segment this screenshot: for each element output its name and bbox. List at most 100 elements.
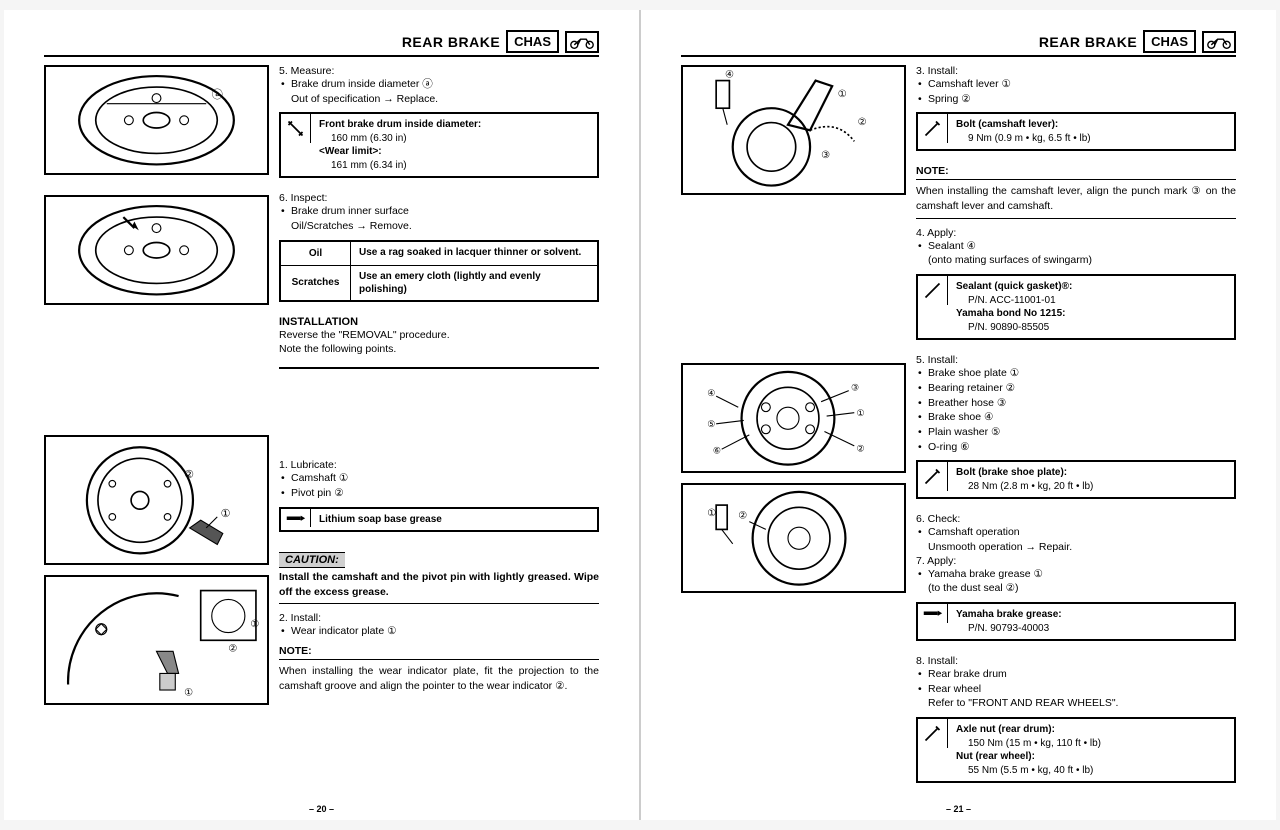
torque-icon [918, 114, 948, 143]
tbl-r1c2: Use a rag soaked in lacquer thinner or s… [351, 242, 597, 265]
svg-text:⑤: ⑤ [707, 419, 715, 429]
spec4-l4: P/N. 90890-85505 [956, 321, 1072, 335]
note-label: NOTE: [279, 645, 312, 657]
svg-text:ⓐ: ⓐ [212, 88, 223, 101]
note3-label: NOTE: [916, 165, 949, 177]
caution-label: CAUTION: [279, 552, 345, 568]
note3-text: When installing the camshaft lever, alig… [916, 184, 1236, 213]
spec5-title: Bolt (brake shoe plate): [956, 466, 1093, 480]
step4-i2: (onto mating surfaces of swingarm) [916, 253, 1236, 268]
svg-text:①: ① [221, 508, 231, 520]
svg-text:①: ① [856, 408, 864, 418]
torque-icon [918, 462, 948, 491]
sealant-icon [918, 276, 948, 305]
page-21: REAR BRAKE CHAS ④①②③ ④⑤⑥③①② ①② 3. Instal… [641, 10, 1276, 820]
figure-dust-seal: ①② [681, 483, 906, 593]
step6r-i2: Unsmooth operation → Repair. [916, 540, 1236, 555]
motorcycle-icon [565, 31, 599, 53]
step8-title: 8. Install: [916, 655, 1236, 667]
step1-i2: Pivot pin ② [279, 486, 599, 501]
spec-bolt-shoe: Bolt (brake shoe plate): 28 Nm (2.8 m • … [916, 460, 1236, 499]
step8-i2: Rear wheel [916, 682, 1236, 697]
page-20: REAR BRAKE CHAS ⓐ ②① ②①① 5. Measure: Bra… [4, 10, 639, 820]
step5-item: Brake drum inside diameter ⓐ [279, 77, 599, 92]
spec-grease: Lithium soap base grease [279, 507, 599, 533]
page-number: – 20 – [309, 804, 334, 814]
step5-action: Out of specification → Replace. [279, 92, 599, 107]
spec7-l2: P/N. 90793-40003 [956, 622, 1062, 636]
svg-text:③: ③ [851, 382, 859, 392]
step2-i1: Wear indicator plate ① [279, 624, 599, 639]
step4-i1: Sealant ④ [916, 239, 1236, 254]
step4-title: 4. Apply: [916, 227, 1236, 239]
motorcycle-icon [1202, 31, 1236, 53]
step7-i2: (to the dust seal ②) [916, 581, 1236, 596]
svg-text:④: ④ [707, 388, 715, 398]
spec1-wear: <Wear limit>: [319, 145, 481, 159]
spec8-l3: Nut (rear wheel): [956, 750, 1101, 764]
step7-i1: Yamaha brake grease ① [916, 567, 1236, 582]
svg-text:②: ② [856, 443, 864, 453]
svg-text:③: ③ [821, 150, 830, 161]
header-badge: CHAS [506, 30, 559, 53]
spec7-l1: Yamaha brake grease: [956, 608, 1062, 622]
spec-axle-nut: Axle nut (rear drum): 150 Nm (15 m • kg,… [916, 717, 1236, 783]
page-spread: REAR BRAKE CHAS ⓐ ②① ②①① 5. Measure: Bra… [4, 10, 1276, 820]
spec-drum-diameter: Front brake drum inside diameter: 160 mm… [279, 112, 599, 178]
step5r-i4: Brake shoe ④ [916, 410, 1236, 425]
step5r-i6: O-ring ⑥ [916, 440, 1236, 455]
install-l1: Reverse the "REMOVAL" procedure. [279, 328, 599, 343]
page-header: REAR BRAKE CHAS [681, 30, 1236, 57]
svg-text:②: ② [228, 643, 237, 654]
step5-title: 5. Measure: [279, 65, 599, 77]
spec5-val: 28 Nm (2.8 m • kg, 20 ft • lb) [956, 480, 1093, 494]
spec4-l2: P/N. ACC-11001-01 [956, 294, 1072, 308]
svg-text:②: ② [184, 469, 194, 481]
step1-i1: Camshaft ① [279, 471, 599, 486]
figure-wear-indicator: ② ① ① [44, 575, 269, 705]
step6r-title: 6. Check: [916, 513, 1236, 525]
header-title: REAR BRAKE [402, 34, 500, 50]
step7-title: 7. Apply: [916, 555, 1236, 567]
svg-text:①: ① [250, 619, 259, 630]
step5r-title: 5. Install: [916, 354, 1236, 366]
tbl-r2c2: Use an emery cloth (lightly and evenly p… [351, 266, 597, 300]
spec4-l3: Yamaha bond No 1215: [956, 307, 1072, 321]
surface-table: Oil Use a rag soaked in lacquer thinner … [279, 240, 599, 302]
note-text: When installing the wear indicator plate… [279, 664, 599, 693]
spec-brake-grease: Yamaha brake grease: P/N. 90793-40003 [916, 602, 1236, 641]
figure-camshaft-lever: ④①②③ [681, 65, 906, 195]
step3-i2: Spring ② [916, 92, 1236, 107]
svg-text:②: ② [738, 510, 747, 521]
grease-icon [918, 604, 948, 623]
svg-text:①: ① [184, 687, 193, 698]
spec8-l2: 150 Nm (15 m • kg, 110 ft • lb) [956, 737, 1101, 751]
step6-action: Oil/Scratches → Remove. [279, 219, 599, 234]
step8-i1: Rear brake drum [916, 667, 1236, 682]
text-column: 3. Install: Camshaft lever ① Spring ② Bo… [916, 65, 1236, 797]
figure-brake-shoe-plate: ④ ⑤ ⑥ ③ ① ② [681, 363, 906, 473]
caliper-icon [281, 114, 311, 143]
step5r-i3: Breather hose ③ [916, 396, 1236, 411]
step3-i1: Camshaft lever ① [916, 77, 1236, 92]
svg-text:①: ① [838, 89, 847, 100]
figure-column: ⓐ ②① ②①① [44, 65, 269, 715]
step3-title: 3. Install: [916, 65, 1236, 77]
figure-brake-drum-inspect [44, 195, 269, 305]
spec8-l1: Axle nut (rear drum): [956, 723, 1101, 737]
spec3-val: 9 Nm (0.9 m • kg, 6.5 ft • lb) [956, 132, 1091, 146]
svg-text:④: ④ [725, 69, 734, 80]
step5r-i2: Bearing retainer ② [916, 381, 1236, 396]
figure-camshaft-lubricate: ②① [44, 435, 269, 565]
step5r-i5: Plain washer ⑤ [916, 425, 1236, 440]
step8-i3: Refer to "FRONT AND REAR WHEELS". [916, 696, 1236, 711]
step6-item: Brake drum inner surface [279, 204, 599, 219]
page-header: REAR BRAKE CHAS [44, 30, 599, 57]
spec8-l4: 55 Nm (5.5 m • kg, 40 ft • lb) [956, 764, 1101, 778]
svg-text:⑥: ⑥ [713, 445, 721, 455]
spec1-v2: 161 mm (6.34 in) [319, 159, 481, 173]
text-column: 5. Measure: Brake drum inside diameter ⓐ… [279, 65, 599, 715]
spec1-title: Front brake drum inside diameter: [319, 118, 481, 132]
page-number: – 21 – [946, 804, 971, 814]
tbl-r1c1: Oil [281, 242, 351, 265]
